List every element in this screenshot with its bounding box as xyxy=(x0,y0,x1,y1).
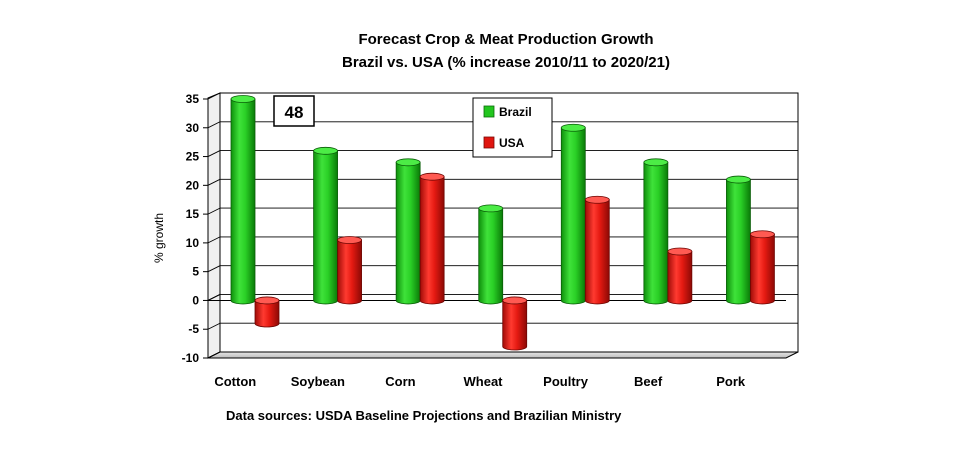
bar-body xyxy=(726,179,751,305)
gridline-side xyxy=(207,121,221,129)
bar-cap xyxy=(560,123,586,132)
bar-body xyxy=(313,150,338,305)
bar-cap xyxy=(584,195,610,204)
gridline-side xyxy=(207,178,221,186)
bar-usa-wheat xyxy=(502,296,528,351)
x-category-label: Wheat xyxy=(464,374,504,389)
floor xyxy=(207,351,799,359)
side-wall xyxy=(207,92,221,359)
bar-body xyxy=(667,251,693,305)
bar-body xyxy=(502,300,528,351)
legend-label-brazil: Brazil xyxy=(499,105,532,119)
bar-cap xyxy=(726,175,751,184)
annotation-box: 48 xyxy=(273,95,315,127)
gridline-side xyxy=(207,265,221,273)
y-tick-label: 35 xyxy=(186,92,200,106)
bar-cap xyxy=(750,230,775,239)
bar-brazil-soybean xyxy=(313,146,338,305)
y-tick-label: 5 xyxy=(192,265,199,279)
bar-brazil-wheat xyxy=(478,204,504,305)
annotation-value: 48 xyxy=(285,103,304,122)
bar-body xyxy=(254,300,280,328)
gridline-side xyxy=(207,207,221,215)
bar-brazil-cotton xyxy=(230,95,256,305)
x-axis-categories: Cotton Soybean Corn Wheat Poultry Beef Pork xyxy=(214,374,746,389)
gridline-side xyxy=(207,150,221,157)
legend-swatch-usa xyxy=(483,136,495,149)
legend-swatch-brazil xyxy=(483,105,495,118)
bar-brazil-poultry xyxy=(560,123,586,305)
bar-body xyxy=(560,127,586,305)
bar-cap xyxy=(230,95,256,103)
bar-usa-corn xyxy=(419,172,445,305)
bar-cap xyxy=(337,236,362,244)
data-source-note: Data sources: USDA Baseline Projections … xyxy=(226,408,622,423)
legend: Brazil USA xyxy=(472,97,553,158)
y-tick-label: -10 xyxy=(182,351,200,365)
gridline-side xyxy=(207,236,221,244)
bar-cap xyxy=(395,158,421,167)
annotation-frame xyxy=(273,95,315,127)
chart-title: Forecast Crop & Meat Production Growth xyxy=(358,31,653,48)
bars xyxy=(230,95,775,351)
chart-subtitle: Brazil vs. USA (% increase 2010/11 to 20… xyxy=(342,54,670,71)
bar-usa-soybean xyxy=(337,236,362,305)
gridline-side xyxy=(207,351,221,359)
bar-body xyxy=(337,239,362,305)
gridline-side xyxy=(207,322,221,330)
bar-body xyxy=(230,98,256,305)
bar-cap xyxy=(502,296,528,305)
legend-label-usa: USA xyxy=(499,136,525,150)
bar-body xyxy=(395,161,421,305)
y-tick-label: 25 xyxy=(186,150,200,164)
y-tick-label: 30 xyxy=(186,121,200,135)
bar-cap xyxy=(667,247,693,256)
y-axis-label: % growth xyxy=(152,213,166,263)
bar-body xyxy=(584,199,610,305)
x-category-label: Soybean xyxy=(291,374,345,389)
bar-body xyxy=(419,176,445,305)
bar-usa-poultry xyxy=(584,195,610,305)
bar-brazil-beef xyxy=(643,158,669,305)
x-category-label: Cotton xyxy=(214,374,256,389)
y-axis-ticks: 35 30 25 20 15 10 5 0 -5 -10 xyxy=(182,92,200,365)
bar-body xyxy=(643,161,669,305)
y-tick-label: 15 xyxy=(186,207,200,221)
bar-cap xyxy=(419,172,445,181)
y-tick-label: 20 xyxy=(186,178,200,192)
y-tick-label: 0 xyxy=(192,293,199,307)
bar-body xyxy=(478,207,504,305)
bar-usa-cotton xyxy=(254,296,280,328)
bar-usa-beef xyxy=(667,247,693,305)
bar-cap xyxy=(478,204,504,213)
x-category-label: Pork xyxy=(716,374,746,389)
zero-baseline-side xyxy=(207,293,221,301)
bar-brazil-corn xyxy=(395,158,421,305)
bar-body xyxy=(750,233,775,305)
y-tick-label: 10 xyxy=(186,236,200,250)
bar-cap xyxy=(254,296,280,305)
x-category-label: Corn xyxy=(385,374,415,389)
bar-brazil-pork xyxy=(726,175,751,305)
bar-cap xyxy=(643,158,669,167)
x-category-label: Poultry xyxy=(543,374,589,389)
gridline-side xyxy=(207,92,221,100)
y-tick-label: -5 xyxy=(188,322,199,336)
x-category-label: Beef xyxy=(634,374,663,389)
bar-usa-pork xyxy=(750,230,775,305)
bar-cap xyxy=(313,146,338,155)
